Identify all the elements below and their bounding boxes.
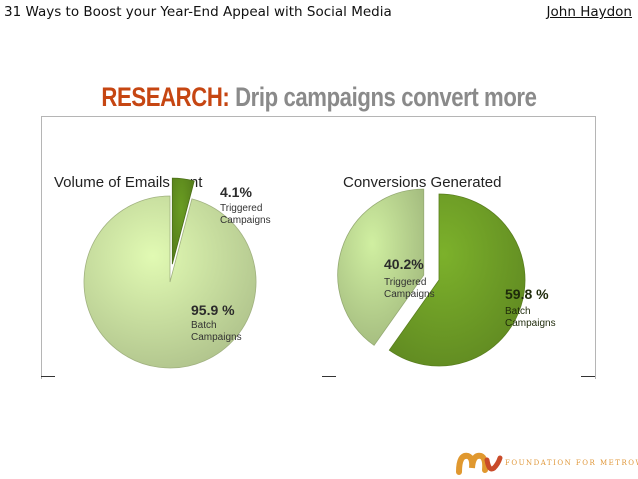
conversions-pie-slice-1 — [388, 193, 526, 367]
headline-prefix: RESEARCH: — [101, 82, 230, 112]
frame-tick-right — [581, 376, 595, 377]
conversions-batch-label: Batch Campaigns — [505, 306, 556, 329]
chart-title-volume: Volume of Emails sent — [54, 174, 203, 191]
conversions-batch-percent: 59.8 % — [505, 286, 549, 302]
chart-title-conversions: Conversions Generated — [343, 174, 502, 191]
conversions-triggered-label: Triggered Campaigns — [384, 277, 435, 300]
volume-pie-slice-2 — [83, 195, 257, 369]
foundation-logo-icon — [456, 452, 503, 475]
document-header: 31 Ways to Boost your Year-End Appeal wi… — [0, 0, 638, 26]
headline-text: Drip campaigns convert more — [229, 82, 537, 112]
logo-text: FOUNDATION FOR METROWEST — [505, 459, 638, 467]
pie-chart-volume — [83, 177, 257, 369]
volume-triggered-percent: 4.1% — [220, 184, 252, 200]
author-link[interactable]: John Haydon — [546, 4, 632, 20]
conversions-pie-slice-2 — [337, 188, 425, 346]
chart-frame — [41, 116, 596, 379]
frame-tick-left — [41, 376, 55, 377]
slide-headline: RESEARCH: Drip campaigns convert more — [57, 82, 580, 113]
pie-chart-conversions — [337, 188, 526, 367]
volume-batch-label: Batch Campaigns — [191, 320, 242, 343]
frame-tick-middle — [322, 376, 336, 377]
document-title: 31 Ways to Boost your Year-End Appeal wi… — [4, 4, 392, 20]
volume-pie-slice-1 — [171, 177, 195, 265]
volume-batch-percent: 95.9 % — [191, 302, 235, 318]
conversions-triggered-percent: 40.2% — [384, 256, 424, 272]
volume-triggered-label: Triggered Campaigns — [220, 203, 271, 226]
